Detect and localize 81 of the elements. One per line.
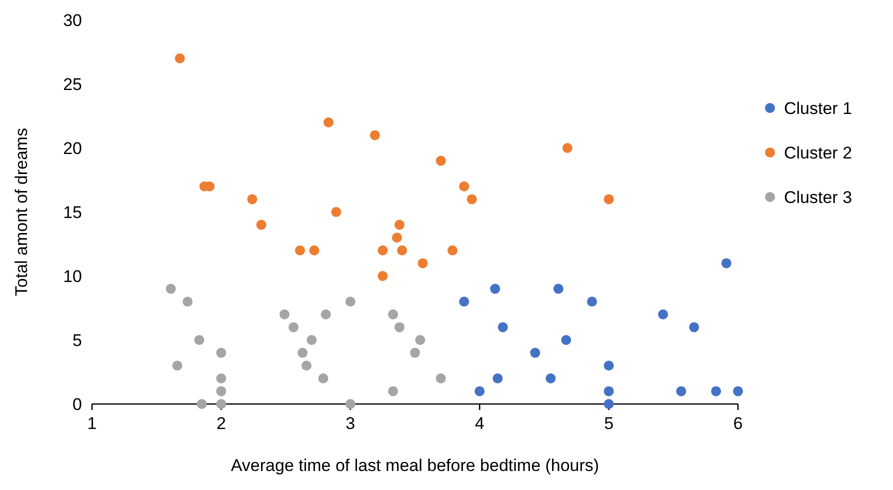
x-axis-title: Average time of last meal before bedtime (hours) [230, 456, 600, 475]
point [388, 309, 398, 320]
point [492, 373, 503, 384]
point [394, 220, 404, 230]
y-tick-label: 20 [63, 139, 82, 158]
legend-label: Cluster 2 [784, 144, 852, 162]
y-tick-label: 15 [63, 203, 82, 222]
point [397, 245, 408, 256]
x-tick-label: 6 [733, 414, 743, 433]
point [561, 335, 572, 345]
point [447, 245, 458, 256]
point [436, 156, 446, 166]
point [256, 220, 266, 230]
x-tick-label: 5 [604, 414, 614, 433]
point [562, 143, 572, 153]
y-tick-label: 5 [72, 331, 82, 350]
x-tick-label: 2 [216, 414, 226, 433]
point [415, 335, 426, 345]
y-tick-label: 0 [72, 395, 82, 414]
point [711, 386, 722, 396]
y-tick-label: 25 [63, 75, 82, 94]
point [658, 309, 668, 320]
point [216, 348, 226, 358]
point [345, 399, 356, 409]
point [394, 322, 404, 332]
point [587, 296, 598, 307]
point [418, 258, 428, 268]
point [459, 181, 470, 192]
x-tick-label: 4 [474, 414, 484, 433]
legend-label: Cluster 3 [784, 188, 852, 207]
y-tick-label: 10 [63, 267, 82, 286]
point [288, 322, 299, 332]
point [196, 399, 207, 409]
point [388, 386, 398, 396]
point [280, 309, 290, 320]
point [530, 348, 540, 358]
x-tick-label: 1 [87, 414, 97, 433]
point [604, 360, 614, 371]
point [676, 386, 686, 396]
point [498, 322, 508, 332]
point [247, 194, 258, 204]
point [166, 284, 176, 294]
point [466, 194, 477, 204]
point [546, 373, 556, 384]
point [182, 296, 193, 307]
point [459, 296, 470, 307]
point [323, 117, 334, 128]
point [194, 335, 204, 345]
point [298, 348, 308, 358]
point [301, 360, 312, 371]
point [320, 309, 331, 320]
x-tick-label: 3 [346, 414, 356, 433]
point [553, 284, 564, 294]
point [733, 386, 743, 396]
point [331, 207, 342, 217]
point [490, 284, 500, 294]
point [474, 386, 485, 396]
point [604, 386, 614, 396]
point [295, 245, 306, 256]
point [410, 348, 420, 358]
y-tick-label: 30 [63, 11, 82, 30]
point [370, 130, 380, 140]
point [721, 258, 732, 268]
point [604, 194, 614, 204]
point [436, 373, 446, 384]
point [216, 386, 226, 396]
point [378, 245, 388, 256]
point [216, 373, 226, 384]
point [345, 296, 356, 307]
point [378, 271, 388, 281]
point [309, 245, 320, 256]
point [604, 399, 614, 409]
point [689, 322, 700, 332]
point [306, 335, 317, 345]
y-axis-title: Total amont of dreams [12, 128, 31, 296]
point [216, 399, 226, 409]
point [174, 53, 185, 64]
legend-label: Cluster 1 [784, 99, 852, 118]
point [318, 373, 328, 384]
point [172, 360, 182, 371]
point [392, 232, 402, 243]
